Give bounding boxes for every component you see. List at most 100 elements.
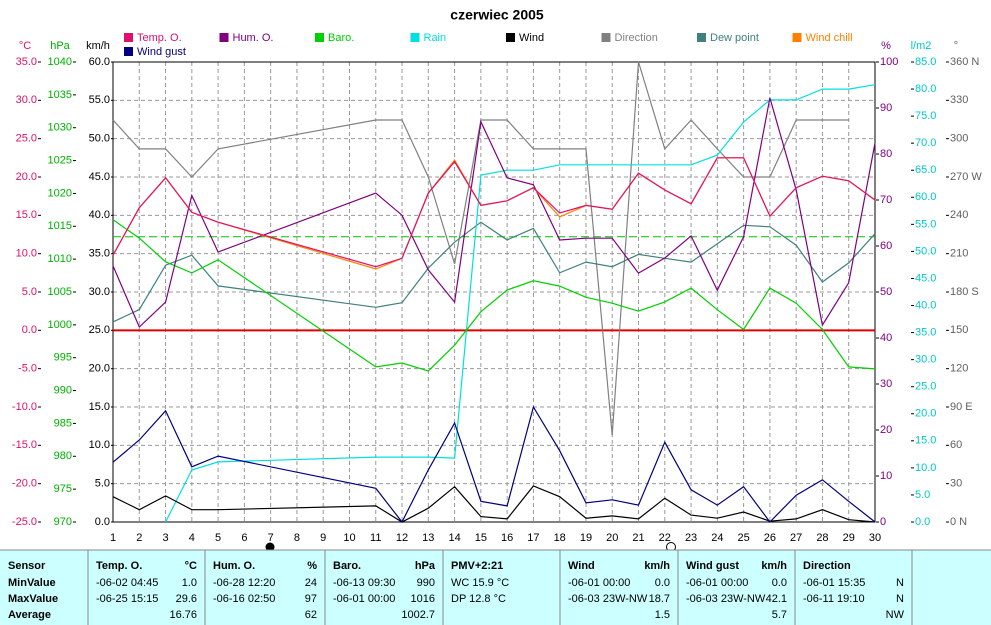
y-tick-label: 1015 — [48, 220, 72, 232]
y-tick-label: 990 — [54, 384, 72, 396]
cell-value: 42.1 — [766, 593, 787, 605]
y-tick-label: 25.0 — [915, 381, 936, 393]
x-tick-label: 12 — [396, 532, 408, 544]
y-tick-label: -10.0 — [12, 401, 37, 413]
legend-label: Direction — [615, 32, 658, 44]
cell-value: 29.6 — [176, 593, 197, 605]
y-tick-label: 55.0 — [89, 94, 110, 106]
legend-swatch — [315, 33, 324, 42]
cell-date: -06-02 04:45 — [96, 577, 158, 589]
y-tick-label: 10 — [880, 470, 892, 482]
y-tick-label: 180 S — [950, 286, 979, 298]
col-unit: km/h — [761, 560, 787, 572]
x-tick-label: 15 — [475, 532, 487, 544]
chart-title: czerwiec 2005 — [450, 7, 544, 23]
x-tick-label: 2 — [136, 532, 142, 544]
y-tick-label: 20.0 — [16, 171, 37, 183]
x-tick-label: 28 — [816, 532, 828, 544]
legend-swatch — [697, 33, 706, 42]
y-tick-label: 60.0 — [89, 56, 110, 68]
y-tick-label: 80.0 — [915, 83, 936, 95]
y-tick-label: 65.0 — [915, 164, 936, 176]
y-tick-label: 50 — [880, 286, 892, 298]
y-tick-label: 360 N — [950, 56, 979, 68]
cell-date: -06-01 00:00 — [686, 577, 748, 589]
legend-label: Wind — [519, 32, 544, 44]
legend-label: Hum. O. — [233, 32, 274, 44]
y-tick-label: -15.0 — [12, 439, 37, 451]
y-tick-label: 150 — [950, 324, 968, 336]
cell-value: N — [896, 593, 904, 605]
cell-date: -06-11 19:10 — [803, 593, 865, 605]
x-tick-label: 13 — [422, 532, 434, 544]
moon-full-icon — [265, 542, 275, 552]
x-tick-label: 17 — [527, 532, 539, 544]
col-unit: hPa — [415, 560, 436, 572]
y-tick-label: 55.0 — [915, 218, 936, 230]
y-tick-label: 0.0 — [22, 324, 37, 336]
row-label: MaxValue — [8, 593, 58, 605]
y-tick-label: 70 — [880, 194, 892, 206]
series-line — [112, 157, 876, 268]
axis-unit: % — [881, 40, 891, 52]
y-tick-label: 60.0 — [915, 191, 936, 203]
y-tick-label: 980 — [54, 450, 72, 462]
legend-swatch — [601, 33, 611, 42]
y-tick-label: 20 — [880, 424, 892, 436]
y-tick-label: 5.0 — [22, 286, 37, 298]
col-title: Wind — [568, 560, 595, 572]
cell-date: -06-01 15:35 — [803, 577, 865, 589]
y-tick-label: 25.0 — [89, 324, 110, 336]
col-title: Hum. O. — [213, 560, 255, 572]
y-tick-label: 60 — [880, 240, 892, 252]
x-tick-label: 25 — [737, 532, 749, 544]
y-tick-label: 1040 — [48, 56, 72, 68]
col-title: Baro. — [333, 560, 361, 572]
y-tick-label: 10.0 — [915, 462, 936, 474]
y-tick-label: 30.0 — [89, 286, 110, 298]
y-tick-label: 70.0 — [915, 137, 936, 149]
axis-unit: ° — [954, 40, 958, 52]
cell-value: 97 — [305, 593, 317, 605]
y-tick-label: 970 — [54, 516, 72, 528]
x-tick-label: 1 — [110, 532, 116, 544]
cell-value: 1.0 — [182, 577, 197, 589]
x-tick-label: 20 — [606, 532, 618, 544]
y-tick-label: 0.0 — [95, 516, 110, 528]
legend-swatch — [219, 33, 229, 42]
cell-average: NW — [886, 609, 905, 621]
y-tick-label: 995 — [54, 352, 72, 364]
x-tick-label: 8 — [294, 532, 300, 544]
y-tick-label: 50.0 — [915, 245, 936, 257]
y-tick-label: 50.0 — [89, 133, 110, 145]
col-unit: % — [307, 560, 317, 572]
x-tick-label: 4 — [189, 532, 195, 544]
series-line — [112, 405, 876, 524]
y-tick-label: 25.0 — [16, 133, 37, 145]
cell: DP 12.8 °C — [451, 593, 506, 605]
y-tick-label: 40.0 — [89, 209, 110, 221]
x-tick-label: 21 — [632, 532, 644, 544]
y-tick-label: 15.0 — [16, 209, 37, 221]
y-tick-label: 0 N — [950, 516, 967, 528]
plot-border — [112, 61, 876, 523]
y-tick-label: 5.0 — [95, 478, 110, 490]
cell-average: 5.7 — [772, 609, 787, 621]
legend-label: Rain — [424, 32, 447, 44]
table-bg — [0, 550, 991, 625]
y-tick-label: 20.0 — [915, 408, 936, 420]
y-tick-label: 100 — [880, 56, 898, 68]
axis-unit: km/h — [86, 40, 110, 52]
x-tick-label: 10 — [343, 532, 355, 544]
y-tick-label: 30 — [950, 478, 962, 490]
y-tick-label: 1020 — [48, 187, 72, 199]
y-tick-label: 270 W — [950, 171, 982, 183]
legend-label: Temp. O. — [137, 32, 182, 44]
legend-label: Wind gust — [137, 46, 186, 58]
x-tick-label: 3 — [162, 532, 168, 544]
x-tick-label: 18 — [554, 532, 566, 544]
axis-unit: °C — [19, 40, 31, 52]
x-tick-label: 7 — [268, 532, 274, 544]
y-tick-label: 30 — [880, 378, 892, 390]
